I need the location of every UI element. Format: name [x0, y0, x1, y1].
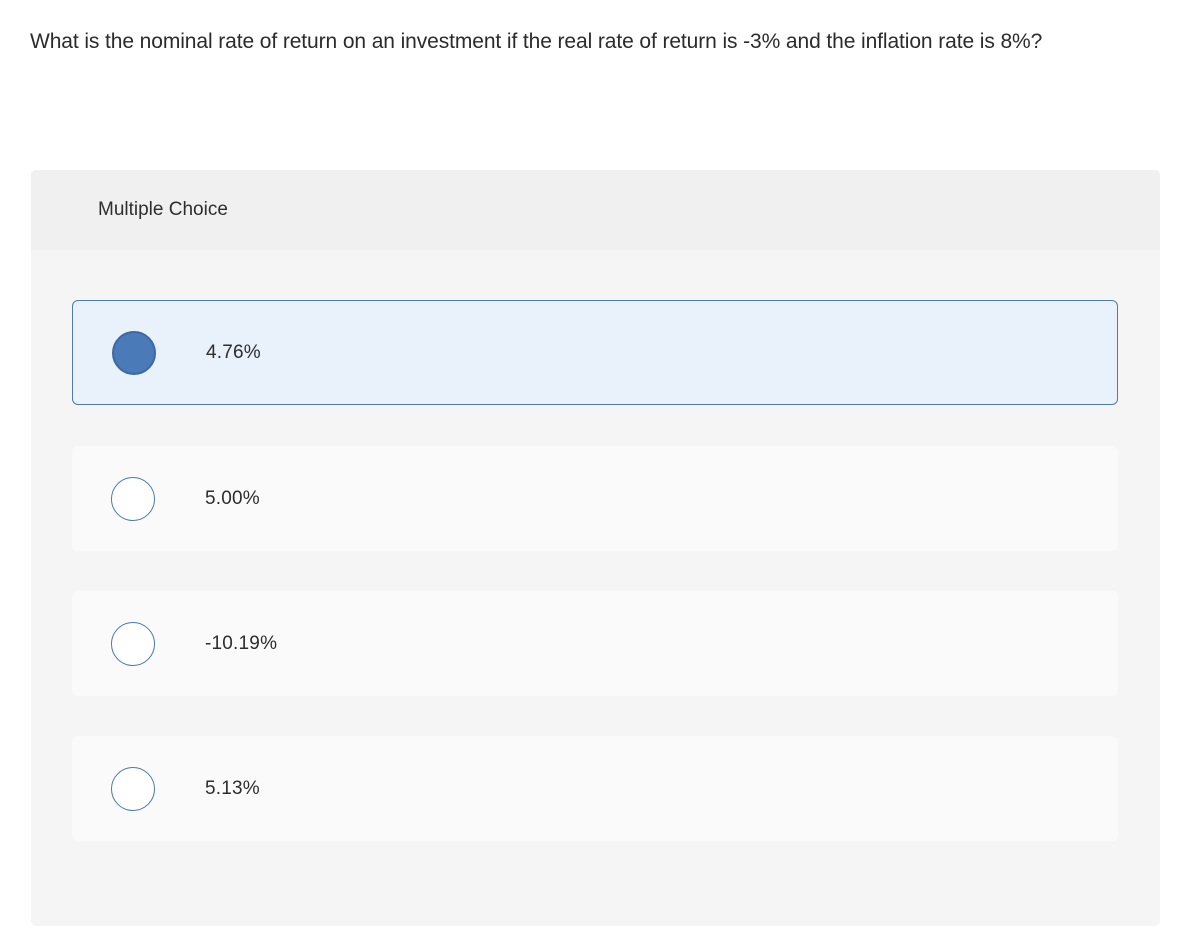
options-list: 4.76% 5.00% -10.19% 5.13%	[31, 250, 1160, 841]
radio-unselected-icon[interactable]	[111, 766, 155, 811]
option-row-4[interactable]: 5.13%	[72, 736, 1118, 841]
question-card: Multiple Choice 4.76% 5.00% -10.19% 5.13…	[31, 170, 1160, 926]
option-label: 4.76%	[206, 341, 261, 363]
option-label: 5.00%	[205, 487, 260, 509]
option-row-3[interactable]: -10.19%	[72, 591, 1118, 696]
radio-unselected-icon[interactable]	[111, 476, 155, 521]
question-type-header: Multiple Choice	[31, 170, 1160, 250]
radio-unselected-icon[interactable]	[111, 621, 155, 666]
question-type-label: Multiple Choice	[98, 199, 228, 220]
question-text: What is the nominal rate of return on an…	[30, 30, 1043, 53]
option-row-2[interactable]: 5.00%	[72, 446, 1118, 551]
option-label: -10.19%	[205, 632, 278, 654]
option-label: 5.13%	[205, 777, 260, 799]
radio-selected-icon[interactable]	[112, 330, 156, 375]
option-row-1[interactable]: 4.76%	[72, 300, 1118, 405]
